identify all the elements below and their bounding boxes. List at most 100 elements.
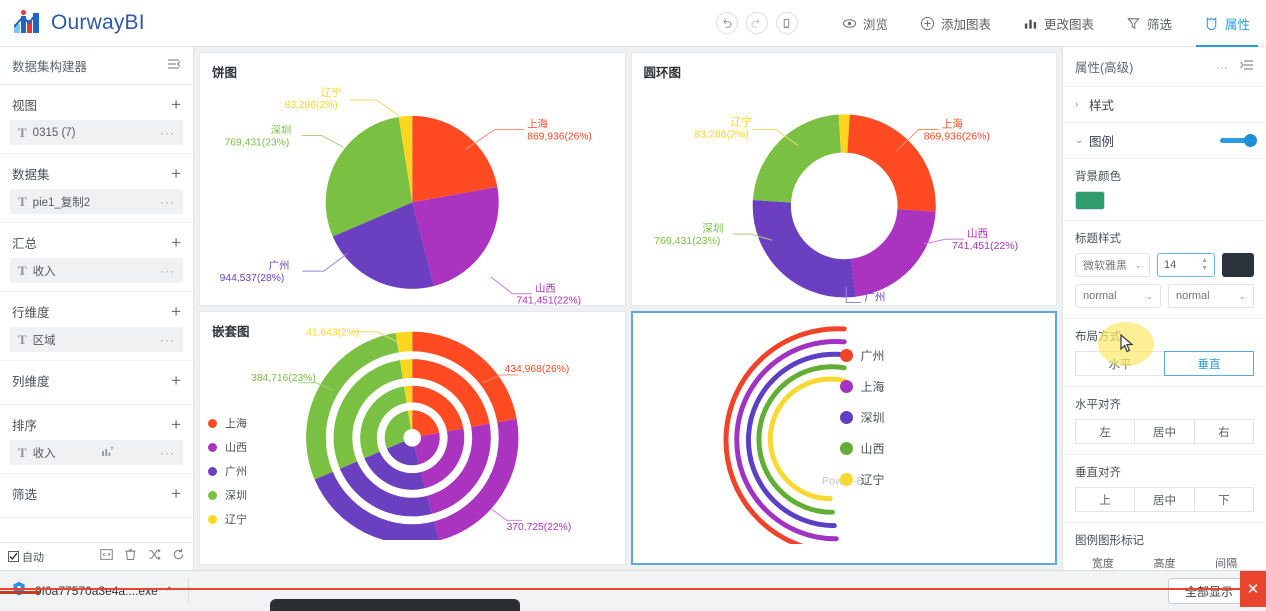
legend-item[interactable]: 广州 [839, 347, 885, 364]
legend-label: 深圳 [225, 490, 247, 502]
redo-icon[interactable] [745, 12, 768, 34]
legend-item[interactable]: 广州 [208, 463, 247, 479]
arc-liaoning[interactable] [767, 376, 847, 502]
chevron-up-icon[interactable]: ^ [166, 585, 172, 597]
legend-label: 上海 [225, 418, 247, 430]
halign-option-left[interactable]: 左 [1075, 419, 1136, 444]
chart-card-selected-arcs[interactable]: Power-BI 广州 上海 深圳 山西 [630, 311, 1057, 565]
arc-guangzhou[interactable] [723, 326, 847, 545]
list-item[interactable]: T 收入 ··· [10, 440, 183, 465]
tab-properties[interactable]: 属性 [1188, 0, 1266, 47]
legend-toggle[interactable] [1220, 134, 1257, 147]
mobile-preview-icon[interactable] [775, 12, 798, 34]
list-item[interactable]: T 收入 ··· [10, 258, 183, 283]
stepper-icon[interactable]: ▲ ▼ [1201, 257, 1208, 272]
accordion-legend[interactable]: ⌄ 图例 [1063, 123, 1266, 159]
code-preview-icon[interactable] [100, 548, 113, 566]
refresh-icon[interactable] [172, 548, 185, 566]
font-color-swatch[interactable] [1222, 253, 1254, 277]
collapse-panel-icon[interactable] [167, 58, 181, 73]
legend-item[interactable]: 深圳 [208, 487, 247, 503]
pie-slice-guangzhou[interactable] [332, 202, 434, 289]
close-icon[interactable]: ✕ [1240, 571, 1266, 607]
chart-card-pie[interactable]: 饼图 上海 869,936(26%) 山西 741,451(22%) 广州 [199, 52, 626, 306]
tab-filter[interactable]: 筛选 [1110, 0, 1188, 47]
legend-item[interactable]: 山西 [208, 439, 247, 455]
legend-item[interactable]: 辽宁 [839, 471, 885, 488]
font-size-input[interactable]: 14 ▲ ▼ [1157, 253, 1215, 277]
pie-chart[interactable]: 上海 869,936(26%) 山西 741,451(22%) 广州 944,5… [200, 53, 625, 306]
add-view-button[interactable]: + [171, 95, 181, 114]
shuffle-icon[interactable] [148, 548, 161, 566]
legend-item[interactable]: 上海 [208, 415, 247, 431]
legend-color-dot [839, 473, 853, 486]
sidebar-section-filter: 筛选 + [0, 474, 193, 518]
sort-asc-icon[interactable] [101, 445, 114, 460]
marker-height-label: 高度 [1153, 558, 1176, 570]
add-row-dimension-button[interactable]: + [171, 302, 181, 321]
download-progress [0, 591, 40, 594]
pie-label-shanghai-name: 上海 [527, 118, 548, 131]
layout-option-horizontal[interactable]: 水平 [1075, 351, 1165, 376]
add-column-dimension-button[interactable]: + [171, 371, 181, 390]
bg-color-swatch[interactable] [1075, 191, 1105, 210]
legend-item[interactable]: 山西 [839, 440, 885, 457]
trash-icon[interactable] [124, 548, 137, 566]
legend-item[interactable]: 深圳 [839, 409, 885, 426]
valign-option-bottom[interactable]: 下 [1193, 487, 1254, 512]
tab-browse[interactable]: 浏览 [826, 0, 904, 47]
accordion-style[interactable]: › 样式 [1063, 87, 1266, 123]
arc-shenzhen[interactable] [745, 351, 847, 529]
pie-slice-shanxi[interactable] [412, 186, 499, 287]
tab-filter-label: 筛选 [1146, 17, 1172, 32]
auto-checkbox[interactable]: 自动 [8, 549, 44, 565]
pie-slice-liaoning[interactable] [398, 115, 413, 203]
panel-list-icon[interactable] [1240, 59, 1254, 74]
item-more-icon[interactable]: ··· [160, 194, 175, 209]
nested-chart[interactable]: 434,968(26%) 370,725(22%) 384,716(23%) 4… [200, 312, 624, 540]
halign-option-center[interactable]: 居中 [1134, 419, 1195, 444]
donut-chart[interactable]: 上海 869,936(26%) 山西 741,451(22%) 广州 944,5… [632, 53, 1056, 306]
donut-slice-guangzhou[interactable] [752, 114, 936, 298]
tab-change-chart[interactable]: 更改图表 [1007, 0, 1110, 47]
pie-label-liaoning-name: 辽宁 [321, 86, 342, 99]
font-family-select[interactable]: 微软雅黑 ⌄ [1075, 253, 1150, 277]
chart-card-donut[interactable]: 圆环图 上海 869,936(26%) 山西 741,451(22%) 广州 [630, 52, 1057, 306]
pie-slice-shanghai[interactable] [412, 115, 498, 203]
arc-shanghai[interactable] [733, 339, 847, 542]
add-dataset-button[interactable]: + [171, 164, 181, 183]
legend-item[interactable]: 上海 [839, 378, 885, 395]
undo-icon[interactable] [715, 12, 738, 34]
list-item[interactable]: T 0315 (7) ··· [10, 120, 183, 145]
item-more-icon[interactable]: ··· [159, 445, 175, 460]
list-item[interactable]: T 区域 ··· [10, 327, 183, 352]
item-more-icon[interactable]: ··· [160, 263, 175, 278]
valign-option-top[interactable]: 上 [1075, 487, 1136, 512]
arc-chart[interactable]: Power-BI [633, 313, 1055, 545]
section-label: 排序 [12, 419, 38, 433]
layout-option-vertical[interactable]: 垂直 [1164, 351, 1254, 376]
halign-option-right[interactable]: 右 [1193, 419, 1254, 444]
list-item[interactable]: T pie1_复制2 ··· [10, 189, 183, 214]
item-more-icon[interactable]: ··· [160, 125, 175, 140]
more-options-icon[interactable]: ··· [1216, 59, 1228, 74]
font-style-select[interactable]: normal ⌄ [1168, 284, 1254, 308]
tab-add-chart[interactable]: 添加图表 [904, 0, 1007, 47]
font-weight-select[interactable]: normal ⌄ [1075, 284, 1161, 308]
chart-card-nested[interactable]: 嵌套图 [199, 311, 626, 565]
label-leader-line [465, 129, 525, 150]
add-summary-button[interactable]: + [171, 233, 181, 252]
bar-chart-icon [1023, 16, 1038, 31]
pie-slice-shenzhen[interactable] [325, 116, 413, 237]
item-more-icon[interactable]: ··· [160, 332, 175, 347]
donut-label-shenzhen-name: 深圳 [702, 223, 723, 235]
arc-shanxi[interactable] [755, 364, 847, 515]
tab-change-chart-label: 更改图表 [1043, 17, 1094, 32]
add-filter-button[interactable]: + [171, 484, 181, 503]
donut-slice-liaoning[interactable] [752, 114, 936, 298]
add-sort-button[interactable]: + [171, 415, 181, 434]
legend-item[interactable]: 辽宁 [208, 511, 247, 527]
show-all-button[interactable]: 全部显示 [1167, 578, 1250, 604]
sidebar-footer: 自动 [0, 542, 193, 570]
valign-option-middle[interactable]: 居中 [1134, 487, 1195, 512]
